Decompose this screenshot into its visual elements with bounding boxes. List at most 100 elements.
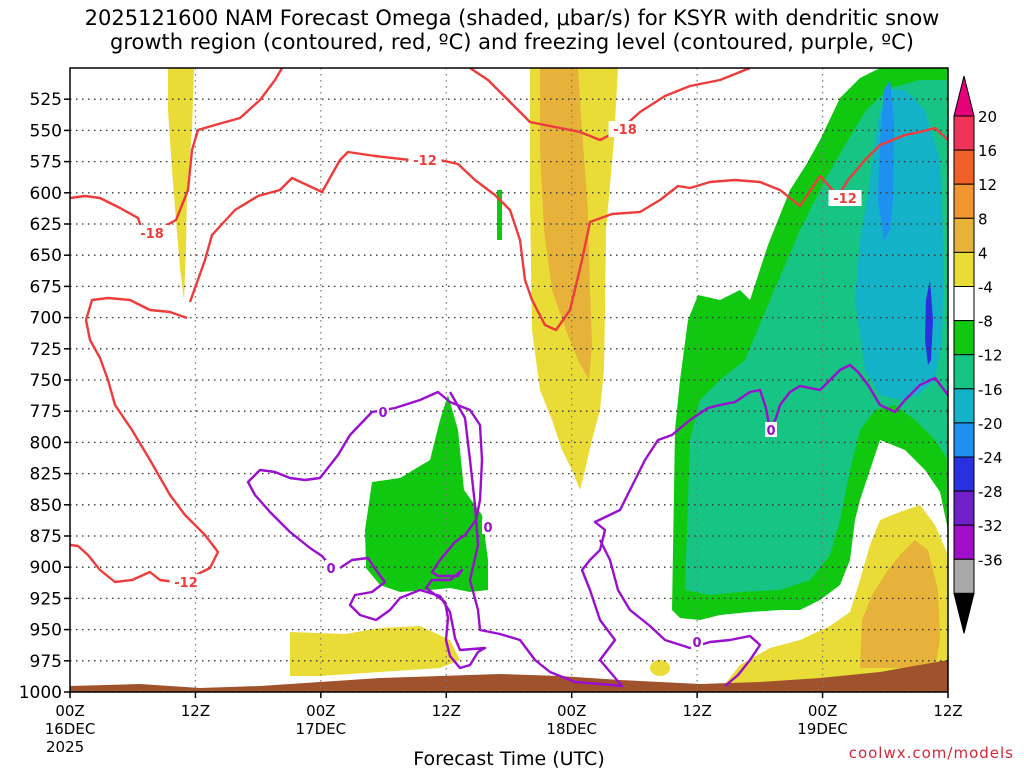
y-tick-label-8: 725 bbox=[30, 340, 62, 360]
y-tick-label-10: 775 bbox=[30, 402, 62, 422]
colorbar-swatch-8 bbox=[953, 388, 975, 424]
y-tick-label-1: 550 bbox=[30, 121, 62, 141]
colorbar-swatch-2 bbox=[953, 183, 975, 219]
dendritic-label-4: -12 bbox=[174, 576, 198, 591]
y-tick-label-7: 700 bbox=[30, 309, 62, 329]
freezing-contour-right bbox=[448, 363, 948, 688]
title-line-2: growth region (contoured, red, ºC) and f… bbox=[110, 30, 914, 54]
chart-title: 2025121600 NAM Forecast Omega (shaded, μ… bbox=[0, 6, 1024, 54]
omega-upward-plume-1 bbox=[168, 68, 194, 300]
y-tick-label-18: 975 bbox=[30, 652, 62, 672]
y-tick-label-6: 675 bbox=[30, 277, 62, 297]
y-tick-label-3: 600 bbox=[30, 184, 62, 204]
omega-shading bbox=[70, 68, 948, 692]
freezing-label-0: 0 bbox=[378, 406, 387, 421]
x-tick-year-0: 2025 bbox=[46, 738, 84, 756]
colorbar: 20 16 12 8 4 -4 -8 -12 -16 -20 -24 -28 -32 -36 bbox=[953, 75, 1003, 634]
dendritic-label-2: -18 bbox=[613, 123, 637, 138]
colorbar-label-1: 16 bbox=[978, 142, 997, 160]
y-tick-label-0: 525 bbox=[30, 90, 62, 110]
y-tick-label-17: 950 bbox=[30, 621, 62, 641]
colorbar-label-13: -36 bbox=[978, 551, 1003, 569]
colorbar-swatch-4 bbox=[953, 251, 975, 287]
colorbar-swatch-5 bbox=[953, 286, 975, 322]
omega-subsidence-cyan bbox=[855, 90, 944, 400]
freezing-label-bg-0 bbox=[377, 404, 389, 419]
freezing-label-3: 0 bbox=[692, 636, 701, 651]
colorbar-label-11: -28 bbox=[978, 483, 1003, 501]
freezing-label-bg-3 bbox=[691, 634, 703, 649]
y-tick-label-14: 875 bbox=[30, 527, 62, 547]
y-tick-label-2: 575 bbox=[30, 153, 62, 173]
colorbar-label-5: -4 bbox=[978, 279, 993, 297]
y-tick-label-4: 625 bbox=[30, 215, 62, 235]
freezing-label-4: 0 bbox=[766, 424, 775, 439]
dendritic-label-bg-2 bbox=[608, 121, 642, 137]
freezing-contour-main bbox=[246, 390, 487, 670]
colorbar-swatch-6 bbox=[953, 320, 975, 356]
colorbar-label-7: -12 bbox=[978, 347, 1003, 365]
x-tick-time-4: 00Z bbox=[557, 702, 586, 720]
colorbar-label-8: -16 bbox=[978, 381, 1003, 399]
y-tick-label-11: 800 bbox=[30, 433, 62, 453]
x-tick-date-0: 16DEC bbox=[45, 720, 96, 738]
x-tick-date-2: 17DEC bbox=[296, 720, 347, 738]
colorbar-label-9: -20 bbox=[978, 415, 1003, 433]
omega-lowlevel-core bbox=[860, 540, 940, 668]
colorbar-swatch-12 bbox=[953, 524, 975, 560]
y-tick-label-12: 825 bbox=[30, 465, 62, 485]
x-tick-time-1: 12Z bbox=[181, 702, 210, 720]
colorbar-swatch-10 bbox=[953, 456, 975, 492]
x-tick-time-6: 00Z bbox=[808, 702, 837, 720]
colorbar-swatch-1 bbox=[953, 149, 975, 185]
x-tick-time-3: 12Z bbox=[432, 702, 461, 720]
x-tick-date-4: 18DEC bbox=[546, 720, 597, 738]
colorbar-label-0: 20 bbox=[978, 108, 997, 126]
colorbar-label-10: -24 bbox=[978, 449, 1003, 467]
colorbar-label-3: 8 bbox=[978, 210, 988, 228]
dendritic-label-bg-4 bbox=[169, 574, 203, 590]
omega-mid-subsidence bbox=[365, 395, 488, 592]
colorbar-label-12: -32 bbox=[978, 517, 1003, 535]
omega-small-blob bbox=[650, 660, 670, 676]
dendritic-label-0: -18 bbox=[140, 227, 164, 242]
dendritic-label-3: -12 bbox=[833, 192, 857, 207]
y-tick-label-19: 1000 bbox=[19, 683, 62, 703]
y-tick-label-5: 650 bbox=[30, 246, 62, 266]
omega-upward-core-2 bbox=[540, 68, 592, 380]
dendritic-label-bg-3 bbox=[828, 190, 862, 206]
x-tick-time-0: 00Z bbox=[55, 702, 84, 720]
dendritic-label-bg-1 bbox=[408, 152, 442, 168]
contour-labels: -18 -12 -18 -12 -12 0 0 0 0 0 bbox=[135, 121, 862, 651]
dendritic-contour-upper bbox=[70, 68, 284, 232]
colorbar-label-4: 4 bbox=[978, 244, 988, 262]
dendritic-label-1: -12 bbox=[413, 154, 437, 169]
freezing-label-bg-1 bbox=[482, 519, 494, 534]
dendritic-contour-left-loop bbox=[70, 296, 220, 584]
y-tick-label-9: 750 bbox=[30, 371, 62, 391]
colorbar-swatch-11 bbox=[953, 490, 975, 526]
x-tick-time-7: 12Z bbox=[933, 702, 962, 720]
x-tick-time-2: 00Z bbox=[306, 702, 335, 720]
x-tick-date-6: 19DEC bbox=[797, 720, 848, 738]
colorbar-swatch-9 bbox=[953, 422, 975, 458]
colorbar-swatch-0 bbox=[953, 115, 975, 151]
x-axis-label: Forecast Time (UTC) bbox=[413, 748, 604, 768]
colorbar-top-cap bbox=[953, 75, 975, 117]
colorbar-swatch-13 bbox=[953, 558, 975, 594]
colorbar-swatch-3 bbox=[953, 217, 975, 253]
freezing-label-bg-2 bbox=[325, 560, 337, 575]
x-tick-time-5: 12Z bbox=[682, 702, 711, 720]
freezing-label-2: 0 bbox=[326, 562, 335, 577]
omega-lowlevel-blob-1 bbox=[290, 626, 460, 676]
gridlines bbox=[70, 68, 948, 693]
colorbar-swatch-7 bbox=[953, 354, 975, 390]
colorbar-label-2: 12 bbox=[978, 176, 997, 194]
y-tick-label-13: 850 bbox=[30, 496, 62, 516]
colorbar-label-6: -8 bbox=[978, 313, 993, 331]
colorbar-bottom-cap bbox=[953, 592, 975, 634]
title-line-1: 2025121600 NAM Forecast Omega (shaded, μ… bbox=[84, 6, 940, 30]
omega-subsidence-deep bbox=[925, 280, 933, 365]
axes: 525 550 575 600 625 650 675 700 725 750 775 800 825 8… bbox=[19, 67, 963, 756]
